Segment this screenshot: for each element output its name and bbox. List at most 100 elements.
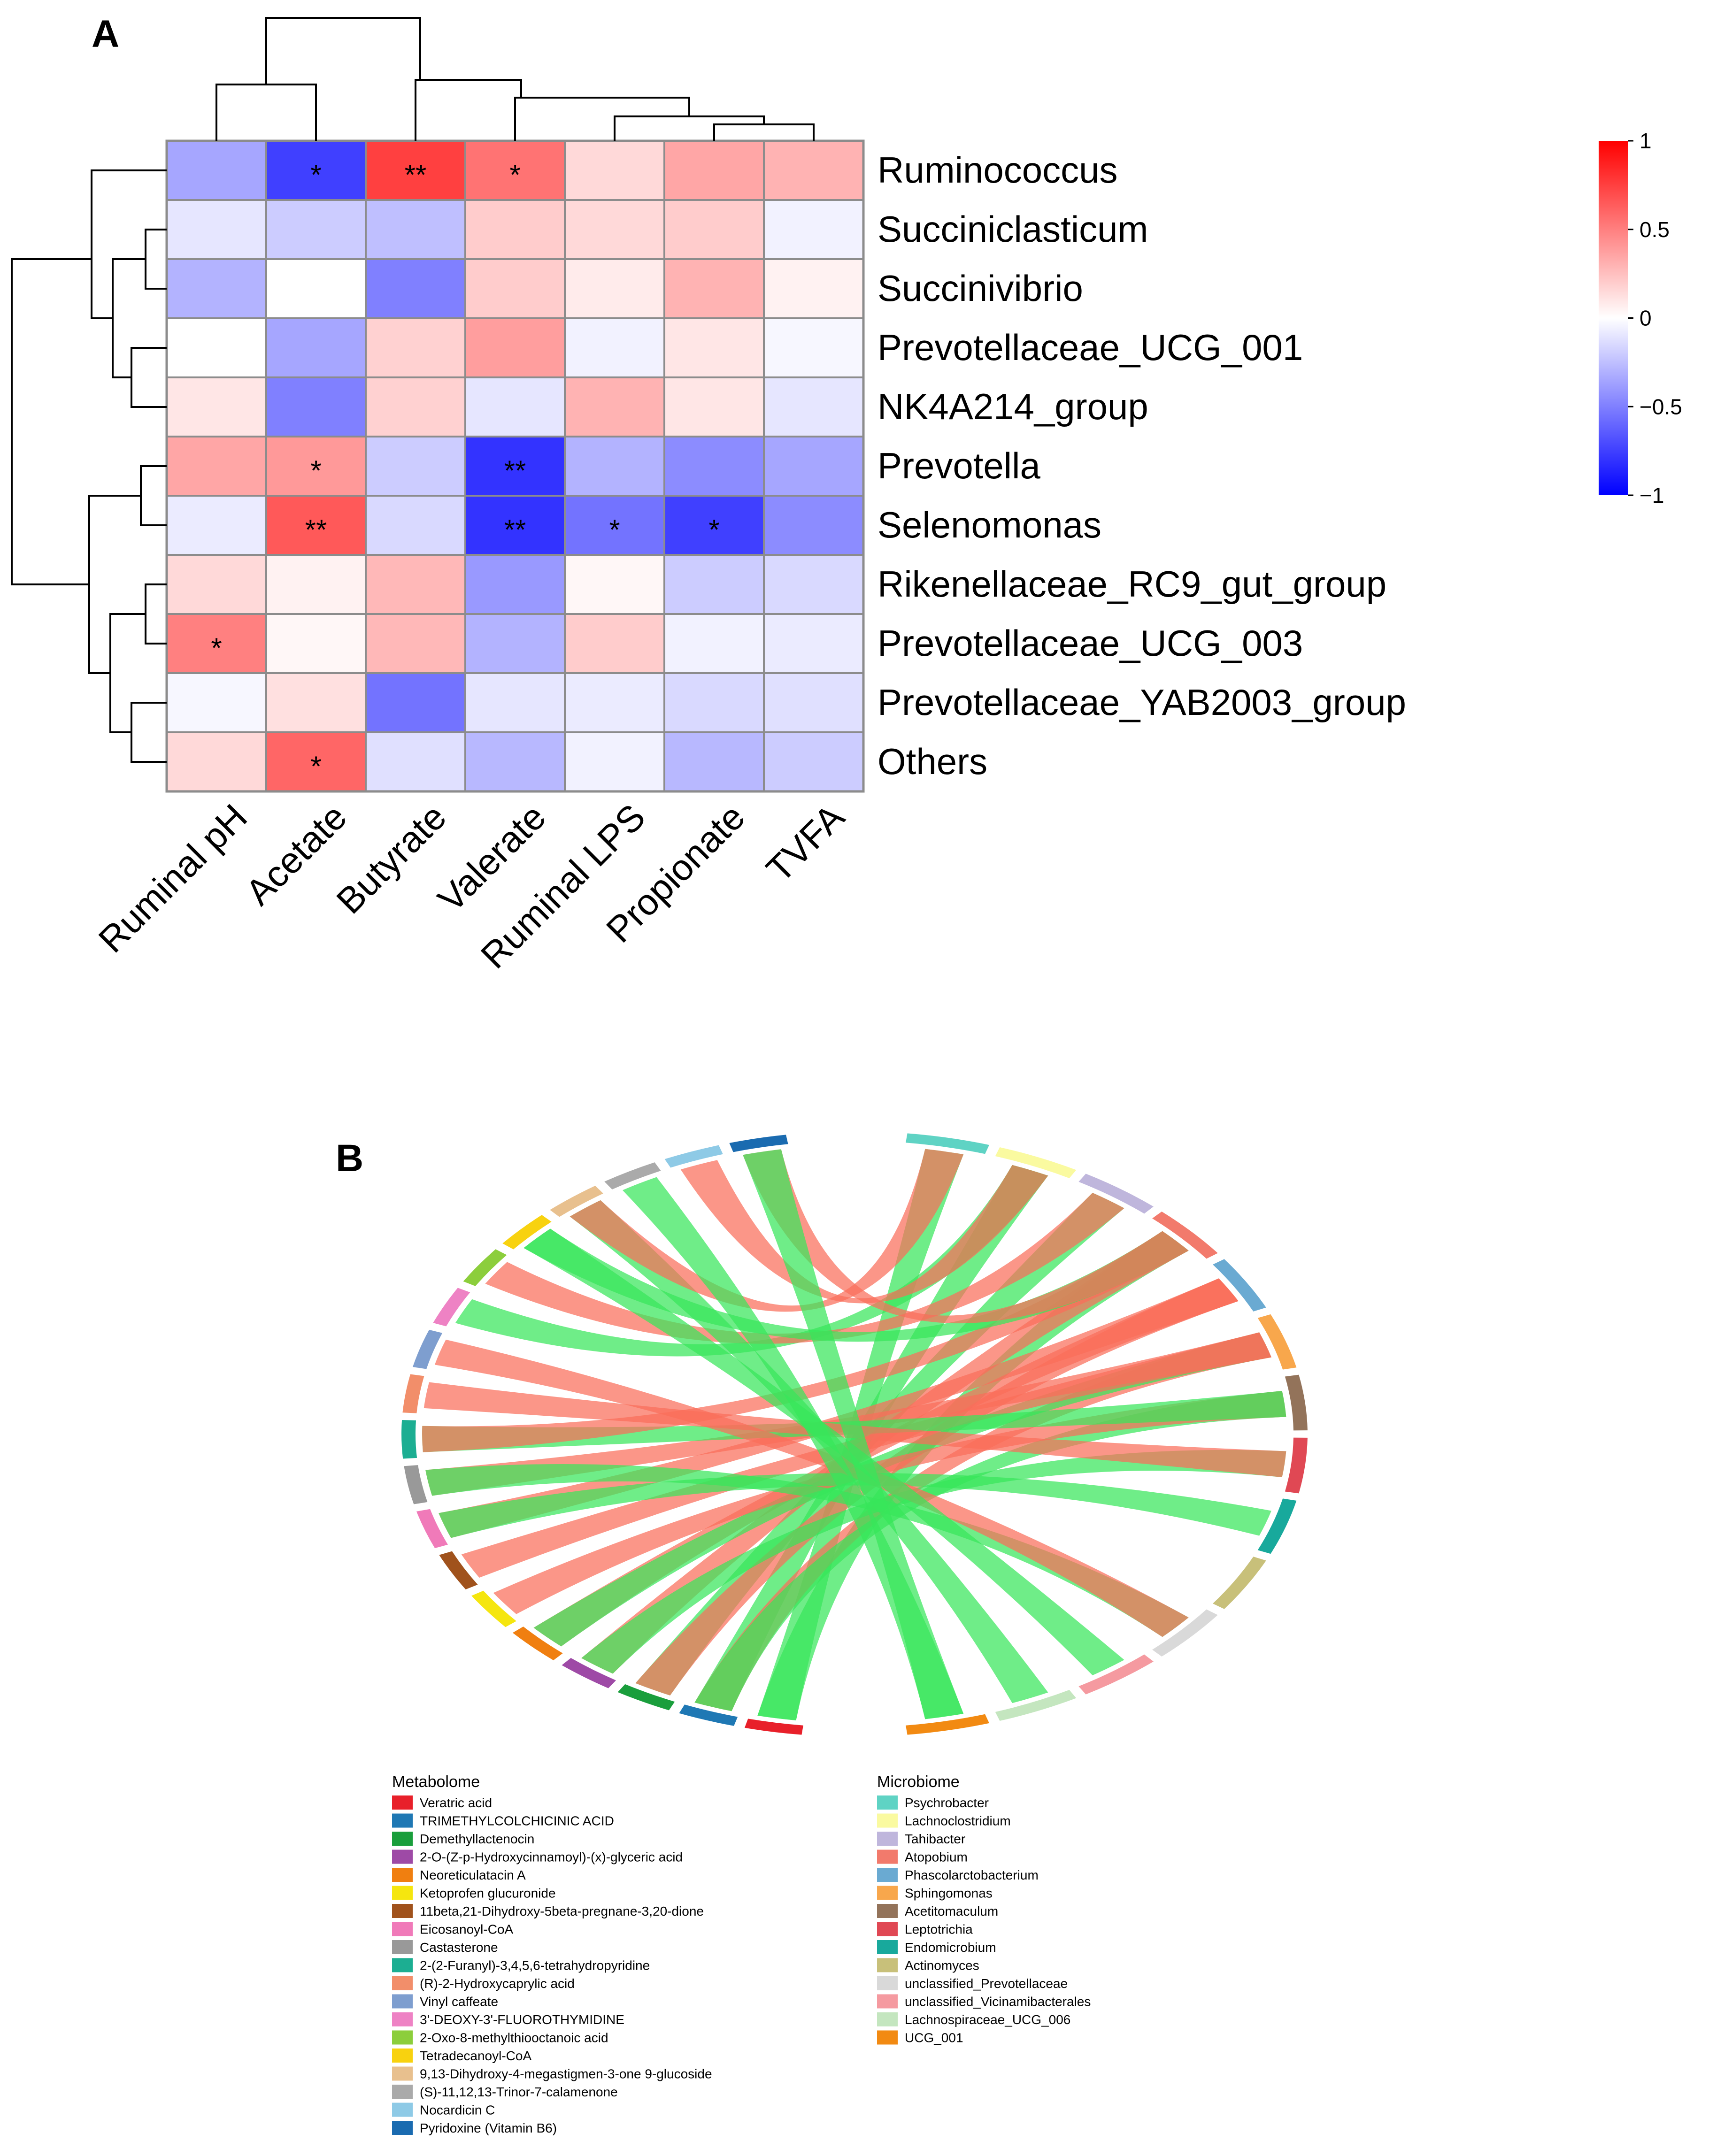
- heatmap-cell: [564, 613, 665, 674]
- metabolite-arc: [471, 1590, 516, 1627]
- metabolome-legend-label: 2-(2-Furanyl)-3,4,5,6-tetrahydropyridine: [420, 1958, 650, 1973]
- metabolite-arc: [502, 1215, 552, 1250]
- heatmap-cell: [166, 672, 267, 733]
- metabolite-arc: [562, 1658, 616, 1688]
- column-label: Ruminal pH: [91, 796, 255, 960]
- metabolite-arc: [463, 1249, 507, 1286]
- column-label: Butyrate: [328, 796, 454, 922]
- heatmap-cell: [166, 554, 267, 615]
- metabolome-legend-label: (R)-2-Hydroxycaprylic acid: [420, 1976, 575, 1991]
- microbe-arc: [1285, 1374, 1308, 1431]
- significance-mark: **: [504, 455, 526, 486]
- chord-link: [581, 1450, 1286, 1674]
- metabolite-arc: [617, 1684, 675, 1711]
- heatmap-cell: [166, 613, 267, 674]
- microbiome-legend-swatch: [877, 1795, 898, 1810]
- heatmap-cell: [763, 317, 864, 378]
- significance-mark: *: [310, 159, 321, 191]
- metabolite-arc: [604, 1162, 661, 1189]
- microbe-arc: [995, 1147, 1077, 1178]
- microbe-arc: [1213, 1557, 1266, 1609]
- metabolome-legend-label: Ketoprofen glucuronide: [420, 1886, 556, 1901]
- microbiome-legend-label: Sphingomonas: [905, 1886, 993, 1901]
- significance-mark: **: [305, 514, 327, 545]
- chord-link: [680, 1160, 1048, 1304]
- microbiome-legend-swatch: [877, 1832, 898, 1846]
- metabolite-arc: [664, 1145, 723, 1168]
- heatmap-cell: [166, 731, 267, 792]
- heatmap-cell: [166, 495, 267, 556]
- row-dendrogram-branch: [91, 169, 167, 319]
- panel-label-a: A: [92, 13, 119, 55]
- row-label: Others: [878, 741, 987, 782]
- microbe-arc: [1257, 1314, 1297, 1370]
- row-dendrogram-branch: [140, 465, 167, 526]
- metabolome-legend-swatch: [392, 2085, 413, 2099]
- heatmap-cell: [464, 554, 566, 615]
- microbiome-legend-label: Actinomyces: [905, 1958, 979, 1973]
- heatmap-cell: [166, 258, 267, 319]
- heatmap-cell: [265, 317, 367, 378]
- microbe-arc: [1213, 1259, 1266, 1312]
- significance-mark: *: [310, 751, 321, 782]
- chord-link: [422, 1231, 1189, 1452]
- heatmap-cell: [763, 140, 864, 201]
- heatmap-cell: [564, 317, 665, 378]
- heatmap-cell: [763, 436, 864, 497]
- microbiome-legend-swatch: [877, 1994, 898, 2009]
- microbe-arc: [906, 1133, 989, 1154]
- heatmap-cell: [365, 376, 466, 437]
- heatmap-cell: [564, 199, 665, 260]
- heatmap-cell: [763, 672, 864, 733]
- heatmap-cell: [763, 258, 864, 319]
- chord-link: [461, 1332, 1271, 1578]
- microbe-arc: [995, 1690, 1077, 1721]
- metabolome-legend-label: TRIMETHYLCOLCHICINIC ACID: [420, 1814, 614, 1828]
- metabolome-legend-swatch: [392, 1868, 413, 1882]
- metabolite-arc: [413, 1329, 443, 1369]
- metabolome-legend-swatch: [392, 1849, 413, 1864]
- metabolite-arc: [679, 1704, 738, 1726]
- microbiome-legend-swatch: [877, 1940, 898, 1954]
- heatmap-panel: * ** ** **** ** * ***RuminococcusSucciniclasti…: [11, 17, 1682, 976]
- metabolome-legend-label: 2-Oxo-8-methylthiooctanoic acid: [420, 2031, 608, 2045]
- row-dendrogram-branch: [112, 258, 146, 378]
- metabolome-legend-swatch: [392, 1976, 413, 1990]
- heatmap-cell: [464, 258, 566, 319]
- heatmap-cell: [464, 317, 566, 378]
- column-dendrogram-branch: [614, 115, 765, 141]
- heatmap-cell: [365, 436, 466, 497]
- heatmap-cell: [265, 554, 367, 615]
- heatmap-cell: [663, 317, 765, 378]
- metabolome-legend-swatch: [392, 1813, 413, 1828]
- microbe-arc: [1078, 1174, 1154, 1214]
- heatmap-cell: [763, 495, 864, 556]
- row-label: Prevotellaceae_YAB2003_group: [878, 682, 1406, 723]
- row-dendrogram-branch: [145, 229, 167, 290]
- microbe-arc: [1078, 1654, 1154, 1695]
- metabolite-arc: [401, 1419, 417, 1459]
- metabolome-legend-label: Tetradecanoyl-CoA: [420, 2049, 531, 2063]
- microbiome-legend-label: unclassified_Prevotellaceae: [905, 1976, 1068, 1991]
- chord-link: [743, 1149, 964, 1719]
- color-scale-label: 0.5: [1640, 217, 1670, 242]
- microbe-arc: [1257, 1498, 1297, 1554]
- column-dendrogram-branch: [265, 17, 421, 84]
- heatmap-cell: [365, 258, 466, 319]
- color-scale-label: 1: [1640, 129, 1652, 153]
- heatmap-cell: [166, 376, 267, 437]
- heatmap-cell: [564, 495, 665, 556]
- metabolite-arc: [433, 1288, 470, 1327]
- microbiome-legend-label: Acetitomaculum: [905, 1904, 998, 1918]
- metabolome-legend-swatch: [392, 1832, 413, 1846]
- column-label: TVFA: [758, 796, 852, 890]
- heatmap-cell: [265, 672, 367, 733]
- microbiome-legend-title: Microbiome: [877, 1773, 960, 1791]
- column-dendrogram-branch: [713, 123, 815, 141]
- metabolite-arc: [402, 1374, 424, 1413]
- metabolome-legend-swatch: [392, 1958, 413, 1972]
- heatmap-cell: [663, 554, 765, 615]
- metabolite-arc: [512, 1627, 563, 1661]
- microbiome-legend-swatch: [877, 1813, 898, 1828]
- microbe-arc: [1285, 1437, 1308, 1494]
